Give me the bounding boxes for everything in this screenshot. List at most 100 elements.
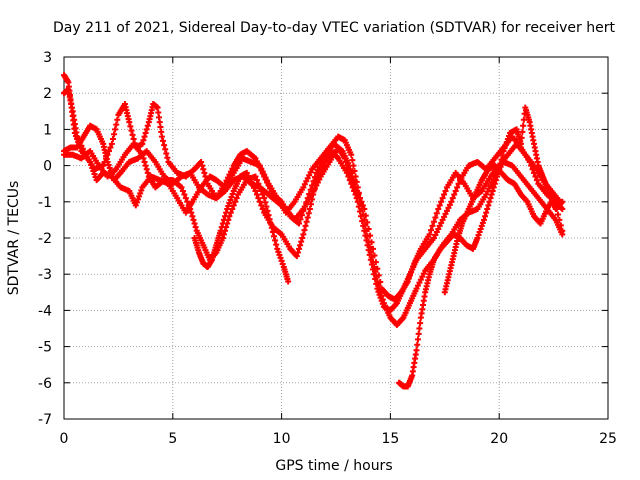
data-point	[229, 165, 236, 172]
data-point	[296, 220, 303, 227]
data-point	[227, 196, 234, 203]
data-point	[224, 206, 231, 213]
data-point	[360, 222, 367, 229]
data-point	[316, 171, 323, 178]
data-point	[301, 227, 308, 234]
data-point	[477, 225, 484, 232]
data-point	[276, 251, 283, 258]
data-point	[78, 142, 85, 149]
data-point	[484, 206, 491, 213]
data-point	[113, 121, 120, 128]
series-track-4	[61, 140, 292, 285]
data-point	[445, 204, 452, 211]
data-point	[143, 126, 150, 133]
data-series	[61, 72, 566, 390]
data-point	[552, 200, 559, 207]
data-point	[136, 193, 143, 200]
data-point	[264, 179, 271, 186]
data-point	[483, 191, 490, 198]
data-point	[486, 198, 493, 205]
data-point	[435, 225, 442, 232]
data-point	[417, 276, 424, 283]
data-point	[285, 278, 292, 285]
data-point	[498, 156, 505, 163]
data-point	[141, 133, 148, 140]
data-point	[103, 155, 110, 162]
data-point	[252, 155, 259, 162]
data-point	[369, 245, 376, 252]
x-tick-label: 15	[381, 431, 399, 447]
data-point	[141, 158, 148, 165]
data-point	[307, 169, 314, 176]
data-point	[133, 199, 140, 206]
data-point	[227, 168, 234, 175]
data-point	[143, 166, 150, 173]
data-point	[293, 253, 300, 260]
data-point	[300, 184, 307, 191]
data-point	[259, 206, 266, 213]
data-point	[144, 122, 151, 129]
data-point	[429, 222, 436, 229]
data-point	[126, 119, 133, 126]
data-point	[362, 212, 369, 219]
data-point	[499, 152, 506, 159]
data-point	[303, 199, 310, 206]
data-point	[358, 198, 365, 205]
data-point	[134, 196, 141, 203]
data-point	[277, 254, 284, 261]
data-point	[455, 180, 462, 187]
data-point	[320, 161, 327, 168]
data-point	[139, 140, 146, 147]
series-track-7	[441, 162, 566, 296]
data-point	[432, 231, 439, 238]
data-point	[430, 235, 437, 241]
data-point	[405, 275, 412, 282]
data-point	[253, 158, 260, 165]
data-point	[485, 202, 492, 209]
data-point	[365, 225, 372, 232]
data-point	[272, 237, 279, 244]
x-tick-label: 0	[60, 431, 69, 447]
data-point	[273, 241, 280, 248]
x-tick-label: 10	[273, 431, 291, 447]
data-point	[346, 177, 353, 184]
x-axis-label: GPS time / hours	[275, 458, 392, 474]
data-point	[480, 216, 487, 223]
y-tick-label: -5	[38, 340, 52, 356]
data-point	[410, 263, 417, 270]
data-point	[258, 202, 265, 209]
data-point	[229, 190, 236, 197]
data-point	[203, 177, 210, 184]
data-point	[258, 187, 265, 194]
data-point	[414, 282, 421, 289]
data-point	[301, 203, 308, 210]
data-point	[278, 257, 285, 264]
data-point	[484, 188, 491, 195]
y-tick-label: -4	[38, 303, 52, 319]
data-point	[416, 325, 423, 332]
data-point	[367, 256, 374, 263]
data-point	[364, 242, 371, 249]
data-point	[304, 175, 311, 182]
data-point	[140, 137, 147, 144]
data-point	[487, 182, 494, 189]
y-tick-label: -7	[38, 412, 52, 428]
data-point	[253, 177, 260, 184]
data-point	[497, 160, 504, 167]
x-tick-label: 25	[599, 431, 617, 447]
data-point	[414, 336, 421, 343]
data-point	[343, 169, 350, 176]
data-point	[252, 173, 259, 180]
data-point	[220, 216, 227, 223]
data-point	[303, 218, 310, 225]
data-point	[349, 157, 356, 164]
data-point	[224, 174, 231, 181]
data-point	[519, 128, 526, 135]
data-point	[504, 136, 511, 143]
series-track-5	[191, 148, 359, 270]
grid-lines	[64, 57, 608, 419]
data-point	[259, 191, 266, 198]
data-point	[111, 131, 118, 138]
data-point	[414, 341, 421, 348]
y-tick-label: 3	[43, 50, 52, 66]
